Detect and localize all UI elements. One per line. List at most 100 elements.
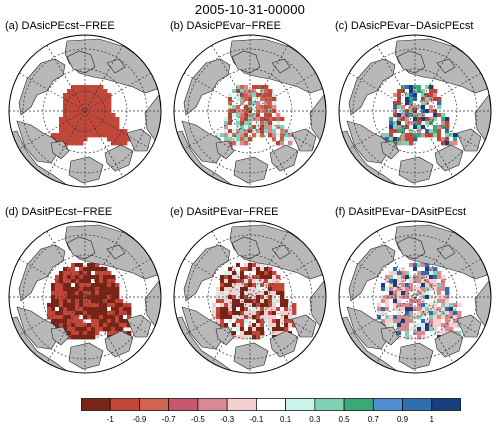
ice-cell — [75, 323, 80, 328]
ice-cell — [103, 101, 108, 106]
ice-cell — [284, 315, 289, 320]
ice-cell — [95, 287, 100, 292]
ice-cell — [87, 85, 92, 90]
ice-cell — [63, 275, 68, 280]
ice-cell — [453, 303, 458, 308]
ice-cell — [224, 299, 229, 304]
ice-cell — [397, 105, 402, 110]
land — [50, 140, 70, 160]
ice-cell — [264, 85, 269, 90]
ice-cell — [256, 113, 261, 118]
ice-cell — [228, 267, 233, 272]
ice-cell — [409, 105, 414, 110]
ice-cell — [433, 113, 438, 118]
ice-cell — [393, 105, 398, 110]
ice-cell — [397, 327, 402, 332]
ice-cell — [240, 125, 245, 130]
ice-cell — [244, 287, 249, 292]
colorbar-box — [343, 398, 374, 411]
ice-cell — [87, 311, 92, 316]
ice-cell — [252, 315, 257, 320]
ice-cell — [244, 97, 249, 102]
ice-cell — [397, 315, 402, 320]
ice-cell — [123, 311, 128, 316]
ice-cell — [268, 105, 273, 110]
ice-cell — [417, 307, 422, 312]
ice-cell — [453, 323, 458, 328]
ice-cell — [453, 129, 458, 134]
ice-cell — [417, 121, 422, 126]
ice-cell — [232, 129, 237, 134]
ice-cell — [244, 315, 249, 320]
ice-cell — [59, 133, 64, 138]
ice-cell — [256, 327, 261, 332]
ice-cell — [284, 319, 289, 324]
ice-cell — [236, 327, 241, 332]
ice-cell — [236, 323, 241, 328]
ice-cell — [99, 327, 104, 332]
ice-cell — [75, 283, 80, 288]
ice-cell — [59, 275, 64, 280]
ice-cell — [103, 311, 108, 316]
ice-cell — [244, 105, 249, 110]
ice-cell — [405, 141, 410, 146]
ice-cell — [71, 105, 76, 110]
ice-cell — [445, 121, 450, 126]
ice-cell — [220, 283, 225, 288]
ice-cell — [389, 319, 394, 324]
ice-cell — [268, 307, 273, 312]
ice-cell — [99, 113, 104, 118]
ice-cell — [91, 287, 96, 292]
ice-cell — [377, 311, 382, 316]
ice-cell — [288, 303, 293, 308]
ice-cell — [240, 105, 245, 110]
land — [66, 50, 96, 74]
ice-cell — [429, 279, 434, 284]
ice-cell — [224, 121, 229, 126]
ice-cell — [103, 133, 108, 138]
ice-cell — [55, 319, 60, 324]
ice-cell — [115, 319, 120, 324]
ice-cell — [433, 327, 438, 332]
ice-cell — [224, 117, 229, 122]
ice-cell — [236, 133, 241, 138]
ice-cell — [381, 291, 386, 296]
ice-cell — [123, 137, 128, 142]
ice-cell — [421, 101, 426, 106]
ice-cell — [457, 311, 462, 316]
ice-cell — [268, 275, 273, 280]
ice-cell — [284, 303, 289, 308]
ice-cell — [228, 125, 233, 130]
ice-cell — [393, 303, 398, 308]
ice-cell — [95, 129, 100, 134]
ice-cell — [240, 137, 245, 142]
ice-cell — [268, 315, 273, 320]
ice-cell — [445, 137, 450, 142]
ice-cell — [449, 315, 454, 320]
ice-cell — [260, 275, 265, 280]
ice-cell — [425, 121, 430, 126]
ice-cell — [393, 307, 398, 312]
ice-cell — [91, 279, 96, 284]
ice-cell — [449, 307, 454, 312]
ice-cell — [276, 291, 281, 296]
ice-cell — [236, 125, 241, 130]
ice-cell — [425, 85, 430, 90]
ice-cell — [232, 291, 237, 296]
ice-cell — [417, 117, 422, 122]
ice-cell — [95, 299, 100, 304]
ice-cell — [55, 291, 60, 296]
ice-cell — [75, 121, 80, 126]
ice-cell — [119, 303, 124, 308]
ice-cell — [107, 323, 112, 328]
ice-cell — [397, 137, 402, 142]
ice-cell — [71, 319, 76, 324]
ice-cell — [244, 263, 249, 268]
ice-cell — [445, 287, 450, 292]
ice-cell — [244, 85, 249, 90]
ice-cell — [429, 327, 434, 332]
ice-cell — [445, 299, 450, 304]
ice-cell — [244, 133, 249, 138]
ice-cell — [236, 283, 241, 288]
ice-cell — [99, 117, 104, 122]
